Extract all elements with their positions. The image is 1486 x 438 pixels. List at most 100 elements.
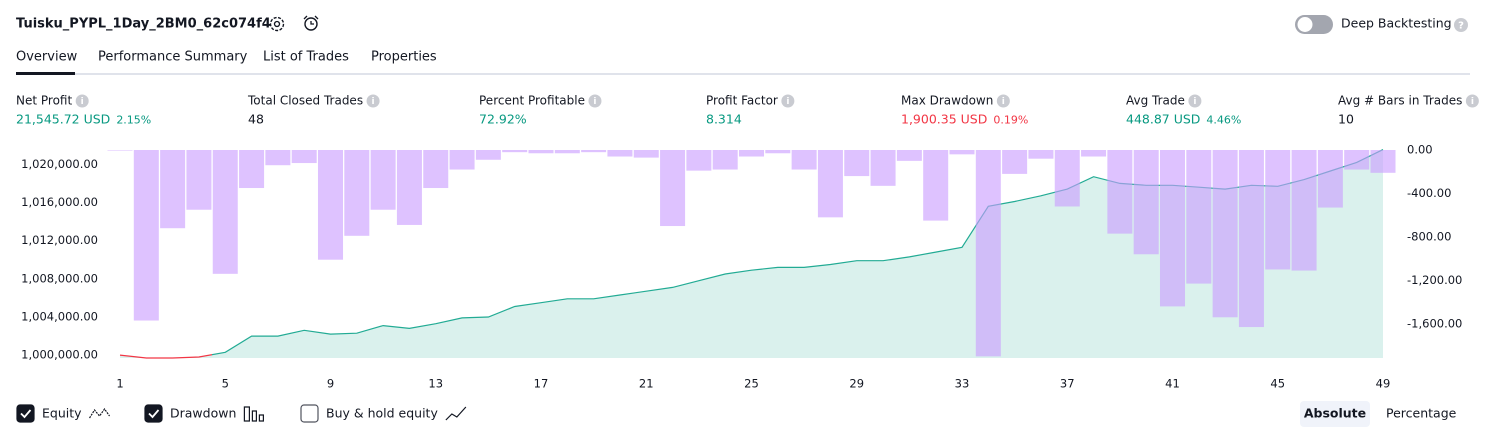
drawdown-bar — [554, 150, 580, 154]
x-tick-label: 41 — [1165, 377, 1180, 391]
info-i: i — [1002, 97, 1005, 107]
info-circle — [1188, 94, 1202, 108]
y2-tick-label: -800.00 — [1407, 229, 1451, 243]
alert-icon[interactable] — [303, 15, 319, 31]
x-tick-label: 9 — [327, 377, 334, 391]
info-icon[interactable]: i — [588, 94, 602, 108]
deep-backtesting-toggle[interactable] — [1295, 15, 1333, 34]
info-circle — [75, 94, 89, 108]
drawdown-bar — [133, 150, 159, 321]
drawdown-bar — [107, 150, 133, 151]
drawdown-bar — [686, 150, 712, 171]
checkbox[interactable] — [144, 404, 163, 423]
info-circle — [996, 94, 1010, 108]
metric-label: Max Drawdown — [901, 94, 993, 108]
mode-button-bg — [1300, 401, 1370, 427]
drawdown-bar — [581, 150, 607, 153]
drawdown-bar — [817, 150, 843, 218]
help-icon[interactable]: ? — [1454, 18, 1468, 32]
drawdown-bar — [791, 150, 817, 170]
metric-value: 1,900.35 USD — [901, 112, 987, 127]
info-circle — [588, 94, 602, 108]
checkbox[interactable] — [300, 404, 319, 423]
drawdown-bar — [1317, 150, 1343, 208]
drawdown-bar — [1159, 150, 1186, 307]
info-icon[interactable]: i — [781, 94, 795, 108]
drawdown-bar — [502, 150, 528, 153]
y-tick-label: 1,008,000.00 — [21, 271, 98, 285]
metric-label: Total Closed Trades — [247, 94, 363, 108]
info-i: i — [1471, 97, 1474, 107]
tab[interactable]: Properties — [371, 50, 437, 65]
drawdown-bar — [396, 150, 422, 225]
drawdown-bar — [1002, 150, 1028, 174]
drawdown-bar — [1054, 150, 1080, 207]
y-tick-label: 1,004,000.00 — [21, 309, 98, 323]
tab[interactable]: List of Trades — [263, 50, 349, 65]
x-tick-label: 21 — [639, 377, 654, 391]
info-i: i — [1193, 97, 1196, 107]
y-tick-label: 1,000,000.00 — [21, 348, 98, 362]
drawdown-bar — [1028, 150, 1054, 159]
checkbox-box — [144, 404, 163, 423]
checkbox[interactable] — [16, 404, 35, 423]
drawdown-bar — [1081, 150, 1107, 157]
drawdown-bar — [1133, 150, 1159, 255]
x-tick-label: 1 — [116, 377, 123, 391]
metric-percent: 0.19% — [993, 114, 1028, 127]
x-tick-label: 45 — [1270, 377, 1285, 391]
info-icon[interactable]: i — [366, 94, 380, 108]
checkbox-box — [16, 404, 35, 423]
x-tick-label: 5 — [222, 377, 229, 391]
metric-label: Avg Trade — [1126, 94, 1185, 108]
drawdown-bar — [607, 150, 633, 157]
checkbox-box — [300, 404, 319, 423]
drawdown-bar — [923, 150, 949, 221]
info-i: i — [372, 97, 375, 107]
info-icon[interactable]: i — [75, 94, 89, 108]
x-tick-label: 29 — [849, 377, 864, 391]
drawdown-bar — [738, 150, 765, 157]
metric-label: Profit Factor — [706, 94, 778, 108]
drawdown-bar — [844, 150, 870, 177]
settings-icon[interactable] — [269, 16, 285, 32]
metric-label: Net Profit — [16, 94, 72, 108]
checkmark — [20, 409, 32, 419]
svg-text:?: ? — [1458, 21, 1464, 32]
drawdown-bar — [870, 150, 896, 186]
drawdown-bar — [475, 150, 501, 160]
info-icon[interactable]: i — [1188, 94, 1202, 108]
drawdown-bar — [528, 150, 554, 154]
drawdown-bar — [370, 150, 396, 210]
legend-label: Buy & hold equity — [326, 406, 438, 421]
y-tick-label: 1,020,000.00 — [21, 157, 98, 171]
info-i: i — [81, 97, 84, 107]
drawdown-bar — [291, 150, 317, 164]
drawdown-bar — [765, 150, 791, 154]
y2-tick-label: -400.00 — [1407, 186, 1451, 200]
legend-icon — [243, 406, 264, 422]
legend-icon — [89, 407, 111, 419]
toggle-label: Deep Backtesting — [1341, 16, 1452, 31]
info-icon[interactable]: i — [996, 94, 1010, 108]
drawdown-bar — [317, 150, 344, 260]
mode-button[interactable]: Percentage — [1386, 406, 1457, 421]
drawdown-bar — [1107, 150, 1133, 234]
x-tick-label: 25 — [744, 377, 759, 391]
drawdown-bar — [712, 150, 738, 170]
metric-label: Percent Profitable — [479, 94, 585, 108]
drawdown-bar — [975, 150, 1001, 357]
metric-value: 448.87 USD — [1126, 112, 1200, 127]
x-tick-label: 13 — [428, 377, 443, 391]
drawdown-bar — [949, 150, 975, 155]
y2-tick-label: 0.00 — [1407, 143, 1433, 157]
mode-button[interactable]: Absolute — [1304, 406, 1366, 421]
strategy-title: Tuisku_PYPL_1Day_2BM0_62c074f4 — [16, 17, 271, 32]
tab[interactable]: Performance Summary — [98, 50, 248, 65]
metric-label: Avg # Bars in Trades — [1338, 94, 1462, 108]
info-i: i — [786, 97, 789, 107]
tab[interactable]: Overview — [16, 50, 78, 65]
info-icon[interactable]: i — [1465, 94, 1479, 108]
metric-value: 21,545.72 USD — [16, 112, 110, 127]
